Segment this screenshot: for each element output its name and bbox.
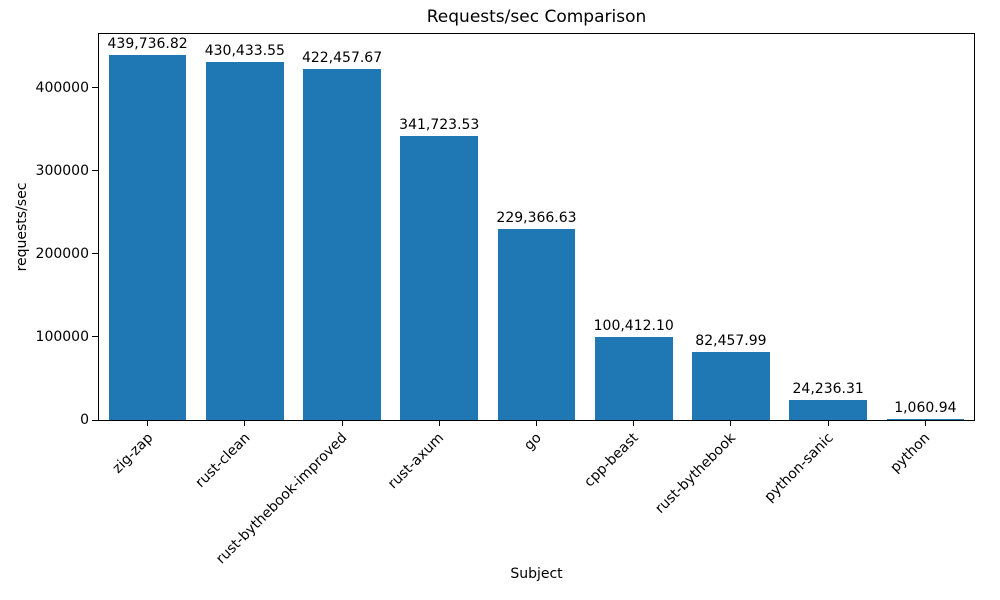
bar-python: [886, 419, 965, 420]
y-tick-mark: [92, 87, 98, 89]
x-tick-label-cpp-beast: cpp-beast: [581, 430, 643, 491]
bar-value-label: 430,433.55: [204, 43, 285, 60]
x-tick-label-go: go: [521, 430, 545, 454]
y-tick-label: 300000: [35, 162, 89, 179]
plot-area: 0 100000 200000 300000 400000 439,736.82 zig-z…: [36, 33, 975, 567]
bar-value-label: 341,723.53: [399, 117, 480, 134]
bar-value-label: 229,366.63: [496, 210, 577, 227]
x-tick-mark: [633, 420, 635, 426]
bar-value-label: 439,736.82: [107, 35, 188, 52]
x-tick-label-rust-bythebook: rust-bythebook: [652, 430, 740, 517]
bar-cpp-beast: [594, 336, 673, 420]
y-tick-mark: [92, 419, 98, 421]
x-axis-label: Subject: [510, 566, 563, 582]
bar-rust-axum: [400, 136, 479, 420]
bar-value-label: 422,457.67: [301, 50, 383, 67]
y-tick-label: 200000: [35, 245, 89, 262]
y-tick-mark: [92, 253, 98, 255]
y-tick-mark: [92, 336, 98, 338]
bar-python-sanic: [789, 399, 868, 420]
x-tick-label-zig-zap: zig-zap: [109, 430, 156, 477]
bar-rust-bythebook-improved: [303, 69, 381, 420]
x-tick-label-python: python: [887, 430, 934, 476]
x-tick-mark: [536, 420, 537, 426]
y-axis-label: requests/sec: [14, 182, 30, 272]
x-tick-mark: [244, 420, 246, 426]
bar-value-label: 82,457.99: [695, 332, 767, 349]
y-tick-label: 100000: [35, 328, 89, 345]
bar-value-label: 24,236.31: [792, 380, 864, 397]
bar-rust-clean: [205, 62, 284, 420]
y-tick-label: 400000: [35, 79, 89, 96]
y-tick-label: 0: [80, 412, 89, 428]
x-tick-mark: [147, 420, 149, 426]
x-tick-mark: [827, 420, 829, 426]
x-tick-label-rust-axum: rust-axum: [385, 430, 448, 493]
bar-value-label: 100,412.10: [593, 317, 674, 334]
bar-value-label: 1,060.94: [894, 400, 957, 417]
chart-title: Requests/sec Comparison: [426, 7, 647, 27]
x-tick-label-rust-clean: rust-clean: [192, 430, 254, 491]
bar-zig-zap: [108, 54, 187, 420]
x-tick-mark: [438, 420, 440, 426]
bar-go: [497, 229, 576, 420]
bar-rust-bythebook: [692, 351, 770, 420]
x-tick-mark: [924, 420, 926, 426]
x-tick-mark: [341, 420, 343, 426]
x-tick-label-python-sanic: python-sanic: [761, 430, 837, 506]
x-tick-mark: [730, 420, 732, 426]
y-tick-mark: [92, 170, 98, 172]
